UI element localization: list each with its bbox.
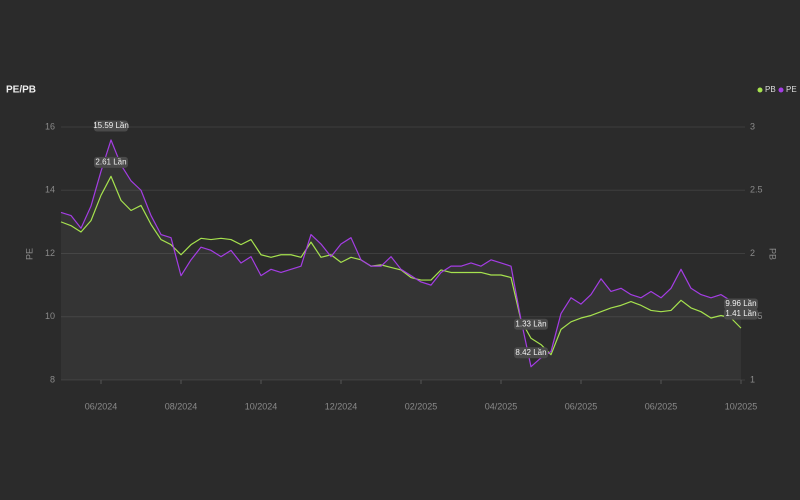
x-tick-label: 12/2024 [325,401,358,411]
x-tick-label: 10/2025 [725,401,758,411]
value-label: 15.59 Lần [93,121,129,130]
value-label-box [94,156,128,168]
area [61,139,741,380]
y2-tick-label: 2 [750,248,755,258]
x-tick-label: 04/2025 [485,401,518,411]
value-label: 8.42 Lần [515,348,546,357]
legend-label: PE [786,85,797,94]
value-label: 1.41 Lần [725,309,756,318]
y2-axis-label: PB [768,248,778,260]
y-tick-label: 14 [45,185,55,195]
legend-marker [778,87,784,93]
line [60,139,742,368]
x-tick-label: 10/2024 [245,401,278,411]
y-tick-label: 10 [45,311,55,321]
y2-tick-label: 3 [750,121,755,131]
value-label-box [724,298,758,310]
value-label: 2.61 Lần [95,157,126,166]
value-label: 1.33 Lần [515,319,546,328]
x-tick-label: 06/2024 [85,401,118,411]
value-label-box [94,120,128,132]
x-tick-label: 06/2025 [645,401,678,411]
y2-tick-label: 1 [750,374,755,384]
y-tick-label: 12 [45,248,55,258]
value-label-box [724,308,758,320]
y-tick-label: 16 [45,121,55,131]
x-tick-label: 02/2025 [405,401,438,411]
y-axis-label: PE [24,248,34,260]
x-tick-label: 08/2024 [165,401,198,411]
value-label-box [514,347,548,359]
value-label: 9.96 Lần [725,299,756,308]
y2-tick-label: 2.5 [750,185,763,195]
legend-label: PB [765,85,776,94]
legend-marker [757,87,763,93]
x-tick-label: 06/2025 [565,401,598,411]
y-tick-label: 8 [50,374,55,384]
chart-title: PE/PB [6,85,36,96]
value-label-box [514,318,548,330]
